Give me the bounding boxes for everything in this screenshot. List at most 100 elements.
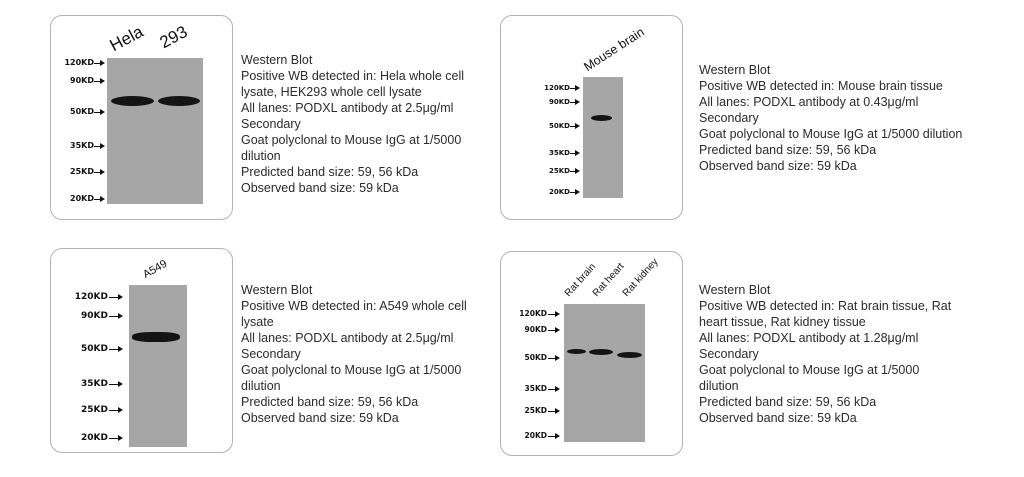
- arrow-icon: [570, 189, 580, 195]
- description-line: lysate: [241, 315, 274, 329]
- blot-card-a549: A549 120KD 90KD 50KD 35KD 25KD 20KD: [50, 248, 233, 453]
- marker-label: 35KD: [81, 379, 108, 389]
- description-line: Western Blot: [699, 63, 771, 77]
- blot-membrane: [583, 77, 623, 198]
- arrow-icon: [570, 85, 580, 91]
- description-line: Secondary: [699, 111, 759, 125]
- description-line: Predicted band size: 59, 56 kDa: [241, 395, 419, 409]
- marker-label: 35KD: [549, 149, 570, 157]
- marker-label: 25KD: [70, 167, 94, 176]
- description-line: Secondary: [241, 347, 301, 361]
- blot-membrane: [107, 58, 203, 204]
- marker-label: 50KD: [81, 344, 108, 354]
- arrow-icon: [109, 435, 123, 441]
- band: [567, 349, 586, 354]
- description-line: All lanes: PODXL antibody at 1.28μg/ml: [699, 331, 919, 345]
- lane-label: 293: [156, 22, 191, 53]
- band: [591, 115, 612, 121]
- description-line: Observed band size: 59 kDa: [241, 181, 399, 195]
- blot-membrane: [129, 285, 187, 447]
- marker-label: 20KD: [81, 433, 108, 443]
- description-line: Positive WB detected in: A549 whole cell: [241, 299, 467, 313]
- description-line: Western Blot: [241, 53, 313, 67]
- marker-label: 20KD: [524, 431, 547, 440]
- description-line: Secondary: [241, 117, 301, 131]
- arrow-icon: [94, 196, 105, 202]
- lane-label: Mouse brain: [581, 24, 647, 75]
- lane-label: Rat kidney: [620, 256, 661, 299]
- arrow-icon: [570, 150, 580, 156]
- description-line: All lanes: PODXL antibody at 0.43μg/ml: [699, 95, 919, 109]
- band: [111, 96, 154, 106]
- marker-label: 25KD: [549, 167, 570, 175]
- description-line: Goat polyclonal to Mouse IgG at 1/5000: [241, 133, 462, 147]
- marker-label: 25KD: [81, 405, 108, 415]
- description-line: Western Blot: [241, 283, 313, 297]
- marker-label: 50KD: [524, 353, 547, 362]
- description-line: Observed band size: 59 kDa: [699, 159, 857, 173]
- lane-label: Hela: [106, 21, 147, 56]
- description-line: Secondary: [699, 347, 759, 361]
- description-line: Western Blot: [699, 283, 771, 297]
- marker-label: 120KD: [544, 84, 570, 92]
- arrow-icon: [548, 433, 560, 439]
- arrow-icon: [109, 346, 123, 352]
- arrow-icon: [548, 355, 560, 361]
- blot-description: Western Blot Positive WB detected in: Ra…: [699, 282, 951, 426]
- arrow-icon: [570, 123, 580, 129]
- arrow-icon: [570, 99, 580, 105]
- arrow-icon: [109, 313, 123, 319]
- description-line: All lanes: PODXL antibody at 2.5μg/ml: [241, 101, 454, 115]
- blot-description: Western Blot Positive WB detected in: Mo…: [699, 62, 962, 174]
- description-line: Goat polyclonal to Mouse IgG at 1/5000 d…: [699, 127, 963, 141]
- blot-membrane: [564, 304, 645, 442]
- marker-label: 20KD: [70, 194, 94, 203]
- description-line: Predicted band size: 59, 56 kDa: [241, 165, 419, 179]
- marker-label: 50KD: [70, 107, 94, 116]
- description-line: Positive WB detected in: Mouse brain tis…: [699, 79, 943, 93]
- band: [158, 96, 200, 106]
- arrow-icon: [548, 408, 560, 414]
- marker-label: 120KD: [64, 58, 94, 67]
- description-line: Predicted band size: 59, 56 kDa: [699, 395, 877, 409]
- blot-card-hela-293: Hela 293 120KD 90KD 50KD 35KD 25KD 20KD: [50, 15, 233, 220]
- marker-label: 90KD: [549, 98, 570, 106]
- description-line: Positive WB detected in: Rat brain tissu…: [699, 299, 952, 313]
- marker-label: 35KD: [524, 384, 547, 393]
- band: [617, 352, 642, 358]
- arrow-icon: [94, 60, 105, 66]
- marker-label: 120KD: [519, 309, 547, 318]
- description-line: lysate, HEK293 whole cell lysate: [241, 85, 422, 99]
- arrow-icon: [548, 327, 560, 333]
- marker-label: 35KD: [70, 141, 94, 150]
- marker-label: 20KD: [549, 188, 570, 196]
- marker-label: 25KD: [524, 406, 547, 415]
- arrow-icon: [94, 143, 105, 149]
- blot-card-mouse-brain: Mouse brain 120KD 90KD 50KD 35KD 25KD 20…: [500, 15, 683, 220]
- description-line: All lanes: PODXL antibody at 2.5μg/ml: [241, 331, 454, 345]
- description-line: dilution: [241, 149, 281, 163]
- marker-label: 90KD: [70, 76, 94, 85]
- arrow-icon: [548, 311, 560, 317]
- band: [132, 332, 180, 342]
- description-line: Observed band size: 59 kDa: [241, 411, 399, 425]
- description-line: heart tissue, Rat kidney tissue: [699, 315, 866, 329]
- arrow-icon: [94, 78, 105, 84]
- arrow-icon: [570, 168, 580, 174]
- blot-description: Western Blot Positive WB detected in: A5…: [241, 282, 467, 426]
- description-line: Goat polyclonal to Mouse IgG at 1/5000: [699, 363, 920, 377]
- band: [589, 349, 613, 355]
- description-line: Observed band size: 59 kDa: [699, 411, 857, 425]
- marker-label: 90KD: [81, 311, 108, 321]
- arrow-icon: [109, 407, 123, 413]
- marker-label: 50KD: [549, 122, 570, 130]
- blot-description: Western Blot Positive WB detected in: He…: [241, 52, 464, 196]
- description-line: dilution: [699, 379, 739, 393]
- lane-label: A549: [141, 257, 170, 281]
- arrow-icon: [109, 294, 123, 300]
- blot-card-rat-tissues: Rat brain Rat heart Rat kidney 120KD 90K…: [500, 251, 683, 456]
- description-line: Goat polyclonal to Mouse IgG at 1/5000: [241, 363, 462, 377]
- arrow-icon: [109, 381, 123, 387]
- arrow-icon: [94, 169, 105, 175]
- arrow-icon: [94, 109, 105, 115]
